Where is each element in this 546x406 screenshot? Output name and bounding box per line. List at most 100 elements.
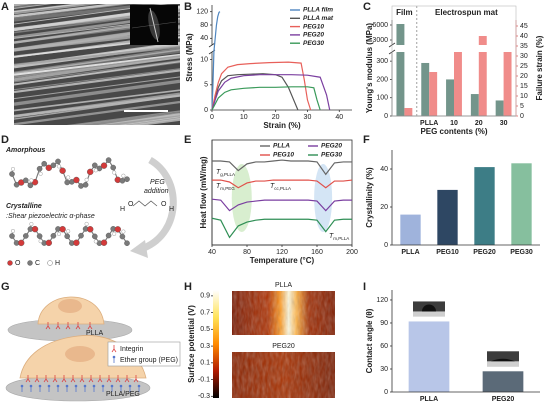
atom bbox=[73, 239, 80, 246]
integrin bbox=[52, 375, 58, 383]
fiber bbox=[14, 54, 180, 82]
colorbar bbox=[213, 290, 219, 398]
series-line bbox=[211, 198, 352, 212]
atom-legend bbox=[47, 260, 53, 266]
fiber bbox=[117, 116, 180, 125]
atom bbox=[9, 171, 15, 177]
atom bbox=[29, 222, 34, 227]
integrin bbox=[87, 322, 93, 330]
bar bbox=[511, 163, 532, 245]
integrin bbox=[43, 375, 49, 383]
ether-group-head bbox=[65, 384, 69, 388]
y2-tick-label: 30 bbox=[520, 53, 528, 60]
colorbar-tick-label: -0.1 bbox=[198, 376, 210, 383]
atom-legend bbox=[27, 260, 33, 266]
atom bbox=[59, 167, 66, 174]
atom bbox=[45, 239, 52, 247]
fiber bbox=[14, 45, 180, 66]
series-line bbox=[211, 74, 331, 111]
colorbar-tick-label: -0.3 bbox=[198, 393, 210, 400]
atom bbox=[86, 168, 94, 176]
fiber bbox=[14, 4, 99, 15]
atom bbox=[92, 233, 98, 240]
y-tick-label: 20 bbox=[380, 204, 388, 211]
ether-group-head bbox=[56, 384, 60, 388]
annotation: Tg,PLLA bbox=[216, 169, 235, 177]
integrin bbox=[115, 375, 121, 383]
x-tick-label: 30 bbox=[500, 120, 508, 127]
bar bbox=[478, 36, 487, 116]
atom bbox=[22, 177, 29, 184]
x-tick-label: 40 bbox=[335, 114, 343, 121]
series-line bbox=[211, 61, 312, 111]
map-texture bbox=[232, 352, 335, 398]
y-tick-label: 0 bbox=[384, 242, 388, 249]
y-tick-label: 90 bbox=[380, 320, 388, 327]
x-tick-label: 10 bbox=[240, 114, 248, 121]
ether-group-head bbox=[112, 355, 116, 359]
atom bbox=[93, 168, 98, 173]
x-tick-label: 120 bbox=[276, 249, 288, 256]
panel-label: G bbox=[1, 281, 10, 293]
atom bbox=[27, 182, 34, 189]
fiber bbox=[14, 47, 180, 75]
annotation-symbol: T bbox=[270, 183, 275, 190]
panel-label: A bbox=[1, 1, 9, 13]
highlight bbox=[314, 164, 333, 232]
y2-tick-label: 45 bbox=[520, 23, 528, 30]
process-arrow-head bbox=[130, 240, 148, 258]
plot-frame-top bbox=[391, 5, 517, 117]
fiber bbox=[14, 53, 180, 76]
x-tick-label: PEG30 bbox=[510, 249, 533, 256]
annotation: Tm,PLLA bbox=[329, 233, 349, 241]
annotation-symbol: T bbox=[216, 169, 221, 176]
arrow-label: addition bbox=[144, 188, 169, 195]
y2-tick-label: 25 bbox=[520, 63, 528, 70]
diagram-label: Crystalline bbox=[6, 203, 42, 210]
series-line bbox=[212, 159, 352, 176]
atom-legend-label: C bbox=[35, 260, 40, 267]
fiber bbox=[14, 4, 128, 18]
formula-atom: O bbox=[161, 201, 167, 208]
legend-label: PEG10 bbox=[273, 152, 294, 159]
nucleus bbox=[65, 346, 95, 362]
panel-label: F bbox=[363, 134, 370, 146]
legend-label: PEG20 bbox=[303, 32, 324, 39]
bar bbox=[446, 79, 454, 116]
atom bbox=[78, 183, 84, 189]
colorbar-tick-label: 0.3 bbox=[200, 343, 210, 350]
atom bbox=[22, 233, 29, 239]
fiber bbox=[14, 69, 180, 94]
bar bbox=[408, 321, 450, 392]
annotation-subscript: m,PEG bbox=[220, 186, 235, 191]
ether-group-head bbox=[74, 384, 78, 388]
x-tick-label: 0 bbox=[210, 114, 214, 121]
x-axis-label: PEG contents (%) bbox=[420, 127, 487, 136]
integrin bbox=[25, 375, 31, 383]
y-tick-label: 10 bbox=[200, 56, 208, 63]
x-tick-label: 20 bbox=[272, 114, 280, 121]
panel-label: D bbox=[1, 134, 9, 146]
atom bbox=[100, 239, 108, 246]
integrin bbox=[61, 375, 67, 383]
fiber bbox=[14, 76, 180, 100]
ether-group-head bbox=[119, 384, 123, 388]
diagram-label: :Shear piezoelectric α-phase bbox=[6, 213, 95, 220]
x-tick-label: 20 bbox=[475, 120, 483, 127]
bar bbox=[482, 371, 524, 392]
x-tick-label: PLLA bbox=[401, 249, 419, 256]
panel-label: E bbox=[184, 134, 191, 146]
legend-label: PLLA mat bbox=[303, 15, 334, 22]
x-tick-label: 40 bbox=[208, 249, 216, 256]
bar bbox=[503, 50, 512, 116]
map-title: PLLA bbox=[275, 282, 292, 289]
x-axis-label: Strain (%) bbox=[263, 121, 301, 130]
fiber bbox=[14, 60, 180, 83]
annotation-symbol: T bbox=[216, 183, 221, 190]
y-tick-label: 120 bbox=[376, 297, 388, 304]
fiber bbox=[14, 68, 180, 91]
panel-label: C bbox=[363, 1, 371, 13]
formula-atom: H bbox=[169, 206, 174, 213]
legend-label: Ether group (PEG) bbox=[120, 357, 178, 364]
y-tick-label: 40 bbox=[380, 166, 388, 173]
